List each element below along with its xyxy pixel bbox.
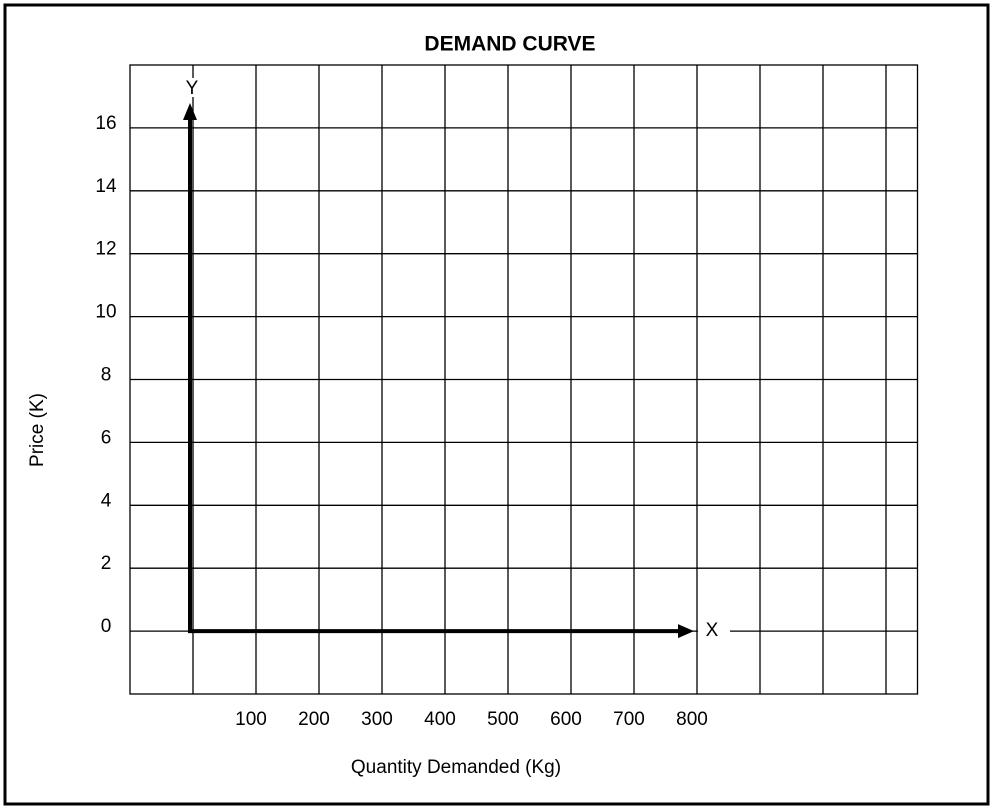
y-tick-label: 6: [101, 427, 112, 448]
y-letter-bg: [182, 78, 198, 97]
x-tick-label: 500: [487, 709, 519, 730]
y-tick-label: 4: [101, 490, 112, 511]
x-letter-bg: [698, 619, 730, 644]
y-tick-label: 12: [95, 239, 116, 260]
y-tick-label: 10: [95, 302, 116, 323]
x-tick-label: 800: [676, 709, 708, 730]
y-tick-label: 0: [101, 616, 112, 637]
y-axis-arrow: [183, 103, 197, 120]
y-tick-label: 8: [101, 365, 112, 386]
x-tick-label: 700: [613, 709, 645, 730]
x-axis-arrow: [678, 624, 694, 639]
page-border: [3, 3, 990, 806]
y-tick-label: 2: [101, 553, 112, 574]
y-axis-label: Price (K): [27, 393, 48, 467]
x-tick-label: 100: [235, 709, 267, 730]
x-tick-label: 200: [298, 709, 330, 730]
x-axis-label: Quantity Demanded (Kg): [351, 757, 561, 778]
y-tick-label: 16: [95, 113, 116, 134]
y-axis-letter: Y: [186, 78, 199, 99]
chart-title: DEMAND CURVE: [424, 33, 595, 56]
x-tick-label: 400: [424, 709, 456, 730]
x-tick-label: 600: [550, 709, 582, 730]
y-tick-label: 14: [95, 176, 117, 197]
x-axis-letter: X: [706, 620, 719, 641]
x-tick-label: 300: [361, 709, 393, 730]
